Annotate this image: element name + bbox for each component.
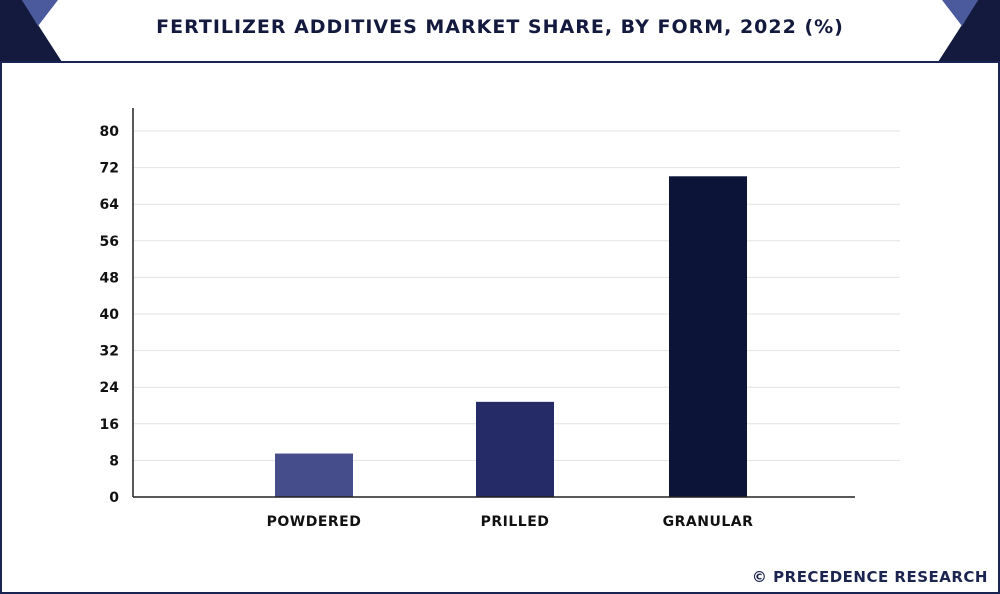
y-tick-label: 0 [109, 490, 119, 506]
y-tick-label: 40 [100, 307, 120, 323]
gridlines [133, 130, 900, 461]
x-category-label: GRANULAR [663, 514, 754, 530]
header-band: FERTILIZER ADDITIVES MARKET SHARE, BY FO… [0, 0, 1000, 63]
chart-title: FERTILIZER ADDITIVES MARKET SHARE, BY FO… [156, 16, 844, 38]
y-tick-label: 8 [109, 453, 119, 469]
header-right-corner [938, 0, 1000, 62]
y-tick-label: 64 [100, 197, 120, 213]
bar-powdered [275, 453, 353, 497]
bar-prilled [476, 401, 554, 497]
header-divider [0, 61, 1000, 63]
y-tick-label: 80 [100, 124, 120, 140]
axes [132, 108, 855, 498]
x-category-label: POWDERED [267, 514, 362, 530]
x-category-label: PRILLED [481, 514, 550, 530]
y-tick-label: 48 [100, 270, 119, 286]
bar-granular [669, 176, 747, 498]
source-watermark: © PRECEDENCE RESEARCH [751, 568, 988, 586]
y-tick-label: 32 [100, 344, 119, 360]
bars [275, 176, 747, 498]
y-tick-label: 16 [100, 417, 119, 433]
axis-labels: 0 8 16 24 32 40 48 56 64 72 80 POWDERED PRILLED GRANU… [100, 124, 754, 530]
y-tick-label: 24 [100, 380, 120, 396]
header-left-corner [0, 0, 62, 62]
y-tick-label: 72 [100, 161, 119, 177]
y-tick-label: 56 [100, 234, 119, 250]
